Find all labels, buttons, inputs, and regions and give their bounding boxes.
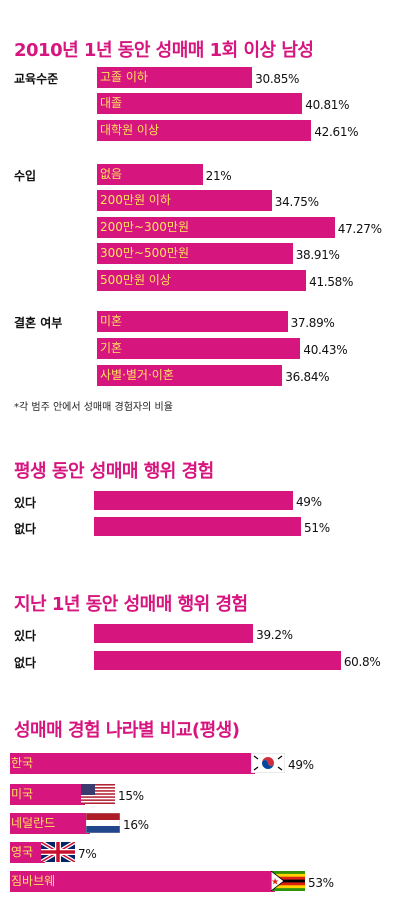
bar-category-label: 사별·별거·이혼 (100, 368, 174, 382)
bar (97, 120, 312, 141)
bar (10, 813, 90, 834)
bar-category-label: 200만원 이하 (100, 193, 171, 207)
data-label: 37.89% (290, 316, 335, 330)
category-label: 없다 (14, 656, 37, 670)
bar-category-label: 짐바브웨 (11, 874, 56, 888)
bar-category-label: 기혼 (100, 341, 123, 355)
category-label: 있다 (14, 496, 37, 510)
bar (97, 338, 301, 359)
bar-category-label: 500만원 이상 (100, 273, 171, 287)
data-label: 41.58% (309, 275, 354, 289)
bar (10, 784, 85, 805)
bar (97, 67, 253, 88)
netherlands-flag-icon (86, 813, 120, 833)
data-label: 39.2% (256, 628, 293, 642)
data-label: 15% (118, 789, 144, 803)
bar-category-label: 미혼 (100, 314, 123, 328)
data-label: 16% (123, 818, 149, 832)
bar-category-label: 대학원 이상 (100, 123, 160, 137)
data-label: 47.27% (337, 222, 382, 236)
zimbabwe-flag-icon (271, 871, 305, 891)
usa-flag-icon (81, 784, 115, 804)
bar (97, 365, 283, 386)
data-label: 40.43% (303, 343, 348, 357)
bar (94, 517, 302, 536)
data-label: 21% (205, 169, 232, 183)
bar-category-label: 네덜란드 (11, 816, 56, 830)
category-label: 있다 (14, 629, 37, 643)
chart-note: *각 범주 안에서 성매매 경험자의 비율 (14, 402, 173, 413)
data-label: 49% (295, 495, 322, 509)
bar-category-label: 미국 (11, 787, 34, 801)
data-label: 38.91% (295, 248, 340, 262)
chart-title-1: 2010년 1년 동안 성매매 1회 이상 남성 (14, 40, 314, 61)
data-label: 42.61% (314, 125, 359, 139)
bar (97, 93, 303, 114)
bar-category-label: 대졸 (100, 96, 123, 110)
bar-category-label: 한국 (11, 756, 34, 770)
bar (97, 190, 272, 211)
data-label: 34.75% (274, 195, 319, 209)
data-label: 7% (78, 847, 97, 861)
bar-category-label: 없음 (100, 167, 123, 181)
bar-category-label: 300만~500만원 (100, 246, 189, 260)
bar (94, 651, 341, 670)
data-label: 53% (308, 876, 334, 890)
bar (97, 217, 335, 238)
bar (10, 842, 45, 863)
bar (94, 491, 293, 510)
bar (10, 871, 275, 892)
data-label: 30.85% (255, 72, 300, 86)
data-label: 51% (304, 521, 330, 535)
data-label: 40.81% (305, 98, 350, 112)
bar (97, 270, 307, 291)
bar (10, 753, 255, 774)
data-label: 60.8% (343, 655, 381, 669)
bar (94, 624, 254, 643)
group-label: 수입 (14, 169, 37, 183)
bar (97, 311, 288, 332)
data-label: 36.84% (285, 370, 330, 384)
chart-title-3: 지난 1년 동안 성매매 행위 경험 (14, 594, 248, 615)
category-label: 없다 (14, 522, 37, 536)
uk-flag-icon (41, 842, 75, 862)
group-label: 결혼 여부 (14, 316, 63, 330)
bar-category-label: 고졸 이하 (100, 70, 148, 84)
bar (97, 164, 203, 185)
bar-category-label: 영국 (11, 845, 34, 859)
chart-title-2: 평생 동안 성매매 행위 경험 (14, 461, 214, 482)
bar (97, 243, 293, 264)
group-label: 교육수준 (14, 72, 59, 86)
bar-category-label: 200만~300만원 (100, 220, 189, 234)
chart-title-4: 성매매 경험 나라별 비교(평생) (14, 720, 240, 741)
south-korea-flag-icon (251, 753, 285, 773)
data-label: 49% (288, 758, 314, 772)
